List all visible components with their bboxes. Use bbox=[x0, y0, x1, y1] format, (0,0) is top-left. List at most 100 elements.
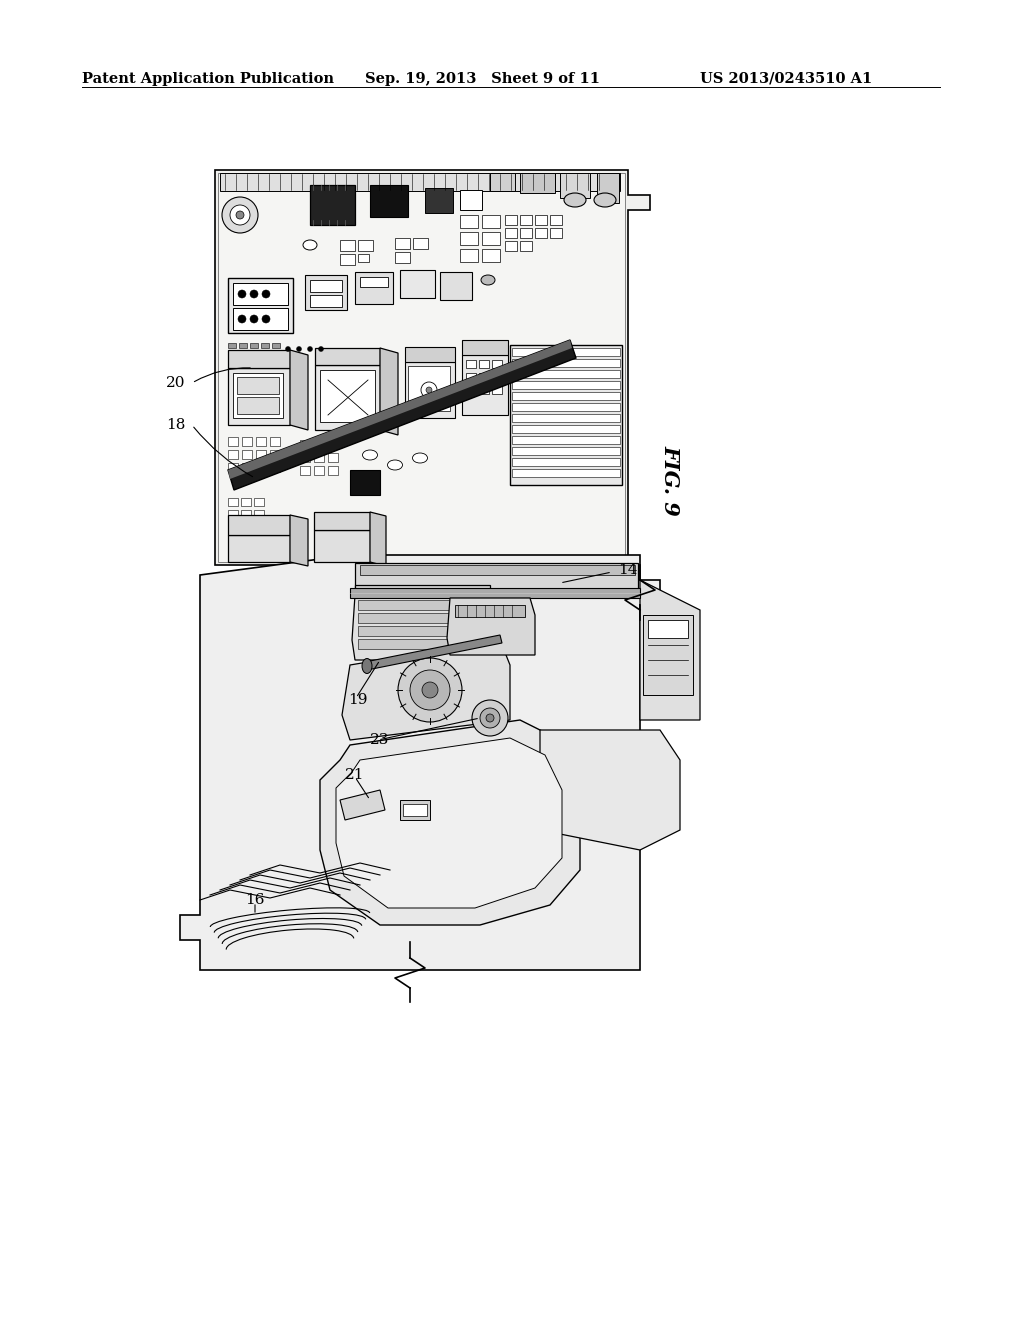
Polygon shape bbox=[406, 362, 455, 418]
Bar bbox=[482, 249, 500, 261]
Bar bbox=[512, 436, 620, 444]
Bar bbox=[314, 453, 324, 462]
Bar bbox=[358, 601, 488, 610]
Bar bbox=[340, 253, 355, 265]
Bar bbox=[300, 466, 310, 475]
Bar bbox=[648, 620, 688, 638]
Polygon shape bbox=[355, 585, 490, 595]
Ellipse shape bbox=[481, 275, 495, 285]
Bar bbox=[597, 173, 618, 203]
Bar bbox=[242, 450, 252, 459]
Bar bbox=[535, 228, 547, 238]
Bar bbox=[239, 343, 247, 348]
Bar bbox=[241, 535, 251, 543]
Circle shape bbox=[472, 700, 508, 737]
Bar bbox=[440, 272, 472, 300]
Bar bbox=[254, 521, 264, 531]
Bar bbox=[512, 348, 620, 356]
Bar bbox=[328, 466, 338, 475]
Bar bbox=[512, 414, 620, 422]
Polygon shape bbox=[336, 738, 562, 908]
Bar bbox=[550, 228, 562, 238]
Bar bbox=[535, 215, 547, 224]
Bar bbox=[328, 440, 338, 449]
Bar bbox=[228, 498, 238, 506]
Bar bbox=[550, 215, 562, 224]
Bar bbox=[314, 466, 324, 475]
Bar bbox=[395, 238, 410, 249]
Bar bbox=[233, 308, 288, 330]
Polygon shape bbox=[462, 341, 508, 355]
Bar bbox=[358, 612, 488, 623]
Circle shape bbox=[426, 387, 432, 393]
Circle shape bbox=[250, 315, 258, 323]
Bar bbox=[360, 565, 635, 576]
Polygon shape bbox=[228, 341, 575, 490]
Polygon shape bbox=[640, 579, 700, 719]
Text: 23: 23 bbox=[370, 733, 389, 747]
Bar bbox=[355, 272, 393, 304]
Bar bbox=[512, 458, 620, 466]
Bar bbox=[350, 470, 380, 495]
Bar bbox=[300, 440, 310, 449]
Bar bbox=[460, 249, 478, 261]
Circle shape bbox=[262, 290, 270, 298]
Bar bbox=[482, 232, 500, 246]
Ellipse shape bbox=[303, 240, 317, 249]
Polygon shape bbox=[315, 366, 380, 430]
Text: 19: 19 bbox=[348, 693, 368, 708]
Bar bbox=[358, 626, 488, 636]
Bar bbox=[314, 440, 324, 449]
Bar bbox=[408, 366, 450, 411]
Bar bbox=[512, 469, 620, 477]
Bar bbox=[505, 242, 517, 251]
Circle shape bbox=[307, 346, 312, 351]
Text: 21: 21 bbox=[345, 768, 365, 781]
Bar bbox=[228, 279, 293, 333]
Bar bbox=[512, 392, 620, 400]
Text: 18: 18 bbox=[166, 418, 185, 432]
Ellipse shape bbox=[362, 659, 372, 673]
Polygon shape bbox=[342, 640, 510, 741]
Bar bbox=[360, 277, 388, 286]
Polygon shape bbox=[355, 564, 638, 590]
Bar bbox=[520, 215, 532, 224]
Bar bbox=[460, 215, 478, 228]
Circle shape bbox=[297, 346, 301, 351]
Polygon shape bbox=[447, 598, 535, 655]
Bar bbox=[482, 215, 500, 228]
Bar bbox=[270, 450, 280, 459]
Text: 20: 20 bbox=[166, 376, 185, 389]
Circle shape bbox=[398, 657, 462, 722]
Bar bbox=[340, 240, 355, 251]
Bar bbox=[460, 232, 478, 246]
Ellipse shape bbox=[564, 193, 586, 207]
Polygon shape bbox=[228, 368, 290, 425]
Polygon shape bbox=[462, 355, 508, 414]
Bar bbox=[490, 173, 515, 191]
Polygon shape bbox=[370, 512, 386, 566]
Polygon shape bbox=[314, 531, 370, 562]
Bar bbox=[228, 521, 238, 531]
Text: Patent Application Publication: Patent Application Publication bbox=[82, 73, 334, 86]
Bar bbox=[254, 498, 264, 506]
Bar bbox=[242, 437, 252, 446]
Bar bbox=[300, 453, 310, 462]
Ellipse shape bbox=[413, 453, 427, 463]
Text: US 2013/0243510 A1: US 2013/0243510 A1 bbox=[700, 73, 872, 86]
Bar bbox=[256, 450, 266, 459]
Bar bbox=[466, 385, 476, 393]
Polygon shape bbox=[290, 515, 308, 566]
Bar bbox=[425, 187, 453, 213]
Polygon shape bbox=[180, 554, 660, 970]
Bar bbox=[228, 437, 238, 446]
Polygon shape bbox=[228, 515, 290, 535]
Polygon shape bbox=[540, 730, 680, 850]
Circle shape bbox=[410, 671, 450, 710]
Circle shape bbox=[238, 290, 246, 298]
Bar bbox=[560, 173, 590, 198]
Bar bbox=[512, 359, 620, 367]
Bar bbox=[492, 374, 502, 381]
Bar bbox=[228, 535, 238, 543]
Ellipse shape bbox=[362, 450, 378, 459]
